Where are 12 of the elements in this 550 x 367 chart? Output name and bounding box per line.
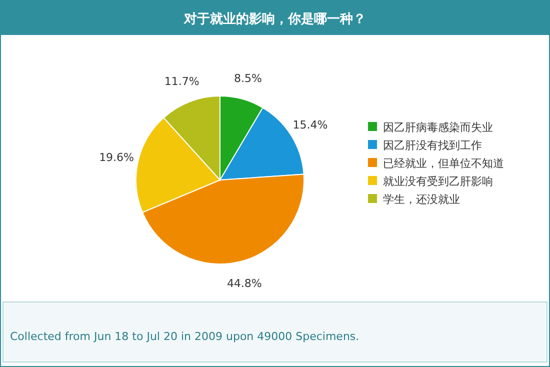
legend-label: 因乙肝病毒感染而失业 <box>383 121 493 134</box>
chart-title: 对于就业的影响，你是哪一种？ <box>183 11 366 27</box>
legend-label: 已经就业，但单位不知道 <box>383 157 504 170</box>
text: Collected from Jun 18 to Jul 20 in 2009 upon 49000 Specimens. <box>10 330 360 343</box>
legend-label: 就业没有受到乙肝影响 <box>383 175 493 188</box>
data-label: 8.5% <box>234 72 262 85</box>
data-label: 44.8% <box>226 277 262 290</box>
legend-label: 学生，还没就业 <box>383 193 460 206</box>
data-label: 19.6% <box>99 150 134 164</box>
data-label: 11.7% <box>164 75 200 88</box>
data-label: 15.4% <box>292 118 328 132</box>
legend-label: 因乙肝没有找到工作 <box>383 139 482 152</box>
